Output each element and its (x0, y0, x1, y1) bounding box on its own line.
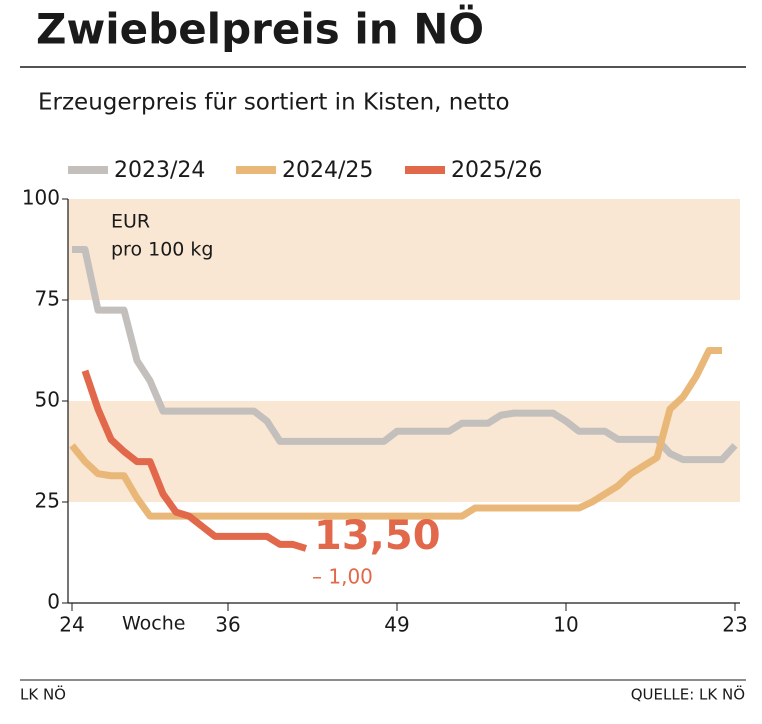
y-tick-label: 0 (47, 590, 60, 614)
band (68, 199, 740, 300)
band (68, 401, 740, 502)
x-axis-label: Woche (122, 613, 185, 635)
footer-right: QUELLE: LK NÖ (631, 685, 745, 704)
footer-left: LK NÖ (20, 685, 66, 704)
annotation-change: – 1,00 (312, 565, 373, 589)
x-tick-label: 23 (722, 613, 747, 637)
y-tick-label: 25 (35, 489, 60, 513)
x-tick-label: 36 (215, 613, 240, 637)
x-tick-label: 10 (553, 613, 578, 637)
y-tick-label: 100 (22, 186, 60, 210)
series-line (81, 369, 308, 552)
series-line (72, 246, 738, 464)
y-tick-label: 50 (35, 388, 60, 412)
y-tick-label: 75 (35, 287, 60, 311)
annotation-value: 13,50 (314, 513, 441, 559)
chart-subtitle: Erzeugerpreis für sortiert in Kisten, ne… (38, 90, 510, 116)
x-tick-label: 24 (59, 613, 84, 637)
y-axis-label: EUR (111, 211, 150, 233)
chart-title: Zwiebelpreis in NÖ (36, 4, 484, 54)
legend-label: 2023/24 (114, 158, 205, 183)
x-tick-label: 49 (384, 613, 409, 637)
legend-label: 2024/25 (282, 158, 373, 183)
y-axis-label: pro 100 kg (111, 239, 214, 261)
legend-label: 2025/26 (451, 158, 542, 183)
